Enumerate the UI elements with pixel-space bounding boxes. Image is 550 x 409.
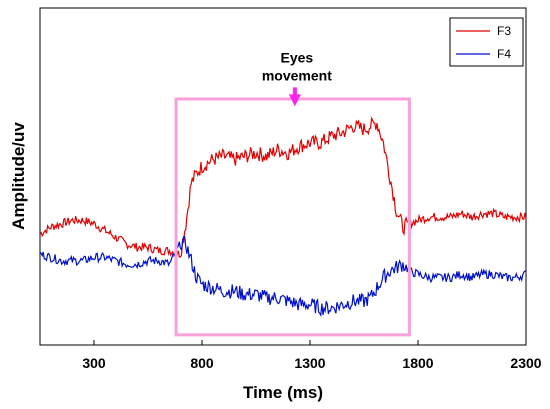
x-tick-label: 2300	[510, 355, 541, 371]
x-axis-ticks: 300 800 1300 1800 2300	[82, 340, 542, 371]
series-line-f4	[39, 236, 527, 318]
y-axis-title: Amplitude/uv	[9, 122, 28, 230]
highlight-rectangle	[174, 97, 411, 337]
annotation-text-eyes: Eyes	[281, 49, 314, 65]
legend: F3 F4	[449, 17, 524, 67]
x-tick-label: 1800	[402, 355, 433, 371]
x-tick-label: 1300	[294, 355, 325, 371]
series-layer	[39, 116, 527, 318]
legend-box	[449, 17, 524, 67]
x-tick-label: 800	[190, 355, 214, 371]
series-line-f3	[39, 116, 527, 258]
x-tick-label: 300	[82, 355, 106, 371]
annotation-text-movement: movement	[262, 67, 332, 83]
x-axis-title: Time (ms)	[243, 383, 323, 402]
annotation-layer: Eyes movement	[174, 49, 411, 337]
legend-label-f4: F4	[497, 47, 511, 61]
annotation-arrow-head	[288, 94, 301, 107]
legend-label-f3: F3	[497, 24, 511, 38]
plot-frame	[39, 7, 527, 346]
